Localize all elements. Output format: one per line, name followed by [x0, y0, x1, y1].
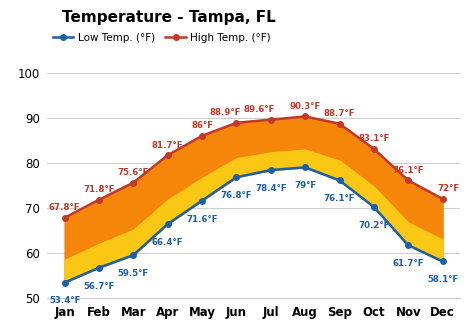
Line: High Temp. (°F): High Temp. (°F) [62, 114, 446, 220]
Text: 75.6°F: 75.6°F [118, 168, 149, 177]
Low Temp. (°F) [405, 243, 411, 247]
High Temp. (°F) [268, 118, 273, 121]
Low Temp. (°F) [62, 281, 67, 285]
High Temp. (°F) [130, 181, 136, 185]
Text: 58.1°F: 58.1°F [427, 275, 458, 284]
Text: 88.7°F: 88.7°F [324, 109, 355, 118]
Text: 72°F: 72°F [437, 184, 459, 193]
High Temp. (°F) [440, 197, 446, 201]
High Temp. (°F) [165, 153, 171, 157]
Text: 88.9°F: 88.9°F [210, 108, 241, 117]
High Temp. (°F) [371, 147, 377, 151]
Text: 59.5°F: 59.5°F [118, 269, 149, 278]
High Temp. (°F) [199, 134, 205, 138]
Line: Low Temp. (°F): Low Temp. (°F) [62, 165, 446, 285]
Low Temp. (°F) [96, 266, 102, 270]
High Temp. (°F) [302, 115, 308, 118]
Low Temp. (°F) [302, 166, 308, 169]
Low Temp. (°F) [440, 260, 446, 263]
Text: 71.8°F: 71.8°F [83, 185, 115, 194]
High Temp. (°F) [405, 178, 411, 182]
Low Temp. (°F) [199, 199, 205, 203]
Low Temp. (°F) [268, 168, 273, 172]
Low Temp. (°F) [371, 205, 377, 209]
Text: 66.4°F: 66.4°F [152, 238, 183, 247]
Text: 86°F: 86°F [191, 121, 213, 130]
Low Temp. (°F) [130, 253, 136, 257]
Text: 89.6°F: 89.6°F [244, 105, 275, 114]
Text: 78.4°F: 78.4°F [255, 184, 287, 193]
Text: 81.7°F: 81.7°F [152, 141, 183, 150]
Text: 76.8°F: 76.8°F [221, 191, 252, 200]
Text: 67.8°F: 67.8°F [49, 203, 80, 212]
High Temp. (°F) [96, 198, 102, 202]
Low Temp. (°F) [234, 175, 239, 179]
Text: Temperature - Tampa, FL: Temperature - Tampa, FL [62, 10, 275, 25]
Text: 83.1°F: 83.1°F [358, 134, 390, 143]
Low Temp. (°F) [337, 178, 342, 182]
Text: 90.3°F: 90.3°F [290, 102, 321, 111]
Text: 53.4°F: 53.4°F [49, 297, 80, 306]
Legend: Low Temp. (°F), High Temp. (°F): Low Temp. (°F), High Temp. (°F) [48, 28, 275, 47]
Text: 56.7°F: 56.7°F [83, 282, 115, 291]
Text: 70.2°F: 70.2°F [358, 221, 390, 230]
Text: 61.7°F: 61.7°F [392, 259, 424, 268]
Text: 71.6°F: 71.6°F [186, 214, 218, 223]
Text: 76.1°F: 76.1°F [392, 166, 424, 175]
High Temp. (°F) [234, 121, 239, 125]
Text: 79°F: 79°F [294, 181, 316, 190]
Low Temp. (°F) [165, 222, 171, 226]
High Temp. (°F) [62, 216, 67, 220]
High Temp. (°F) [337, 122, 342, 126]
Text: 76.1°F: 76.1°F [324, 194, 355, 203]
